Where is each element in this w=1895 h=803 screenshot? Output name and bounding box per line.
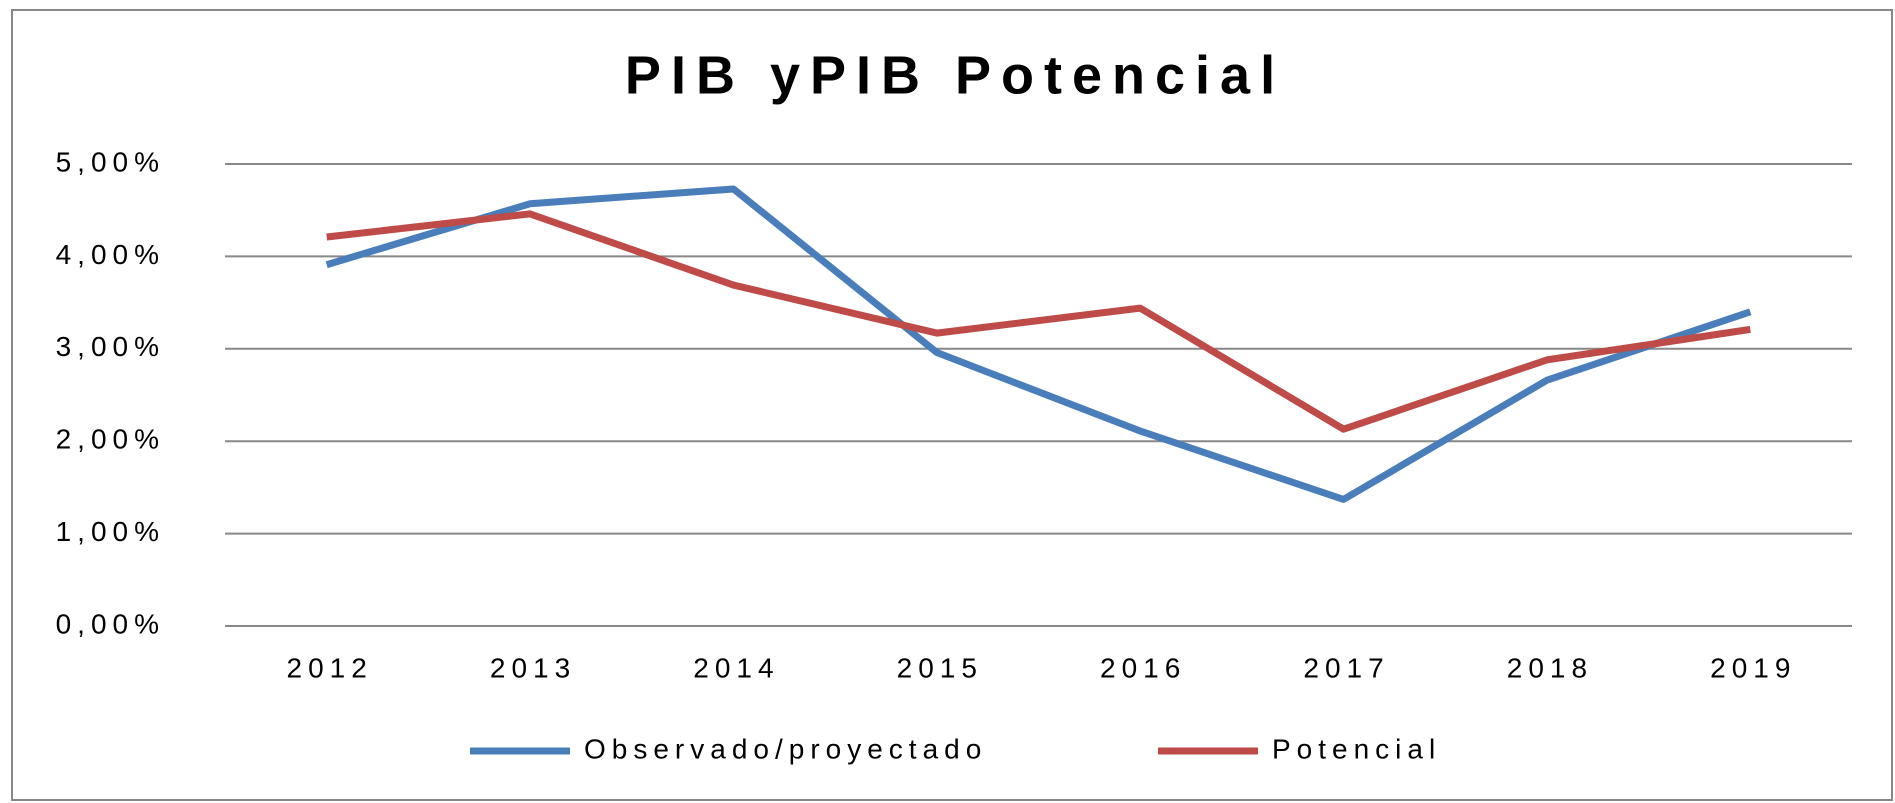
series-line xyxy=(325,185,1752,503)
x-tick-label: 2012 xyxy=(287,652,373,683)
x-tick-label: 2016 xyxy=(1100,652,1186,683)
y-tick-label: 3,00% xyxy=(56,331,165,362)
y-tick-label: 2,00% xyxy=(56,424,165,455)
legend-label: Potencial xyxy=(1272,733,1441,764)
y-tick-label: 1,00% xyxy=(56,516,165,547)
x-tick-label: 2014 xyxy=(693,652,779,683)
x-tick-label: 2018 xyxy=(1507,652,1593,683)
chart-title: PIB yPIB Potencial xyxy=(625,45,1285,105)
y-tick-label: 4,00% xyxy=(56,239,165,270)
x-tick-label: 2017 xyxy=(1303,652,1389,683)
x-tick-label: 2019 xyxy=(1710,652,1796,683)
y-tick-label: 0,00% xyxy=(56,608,165,639)
y-tick-label: 5,00% xyxy=(56,146,165,177)
legend-label: Observado/proyectado xyxy=(584,733,987,764)
x-tick-label: 2013 xyxy=(490,652,576,683)
x-tick-label: 2015 xyxy=(897,652,983,683)
chart-border xyxy=(11,9,1893,801)
series-line xyxy=(326,210,1751,433)
